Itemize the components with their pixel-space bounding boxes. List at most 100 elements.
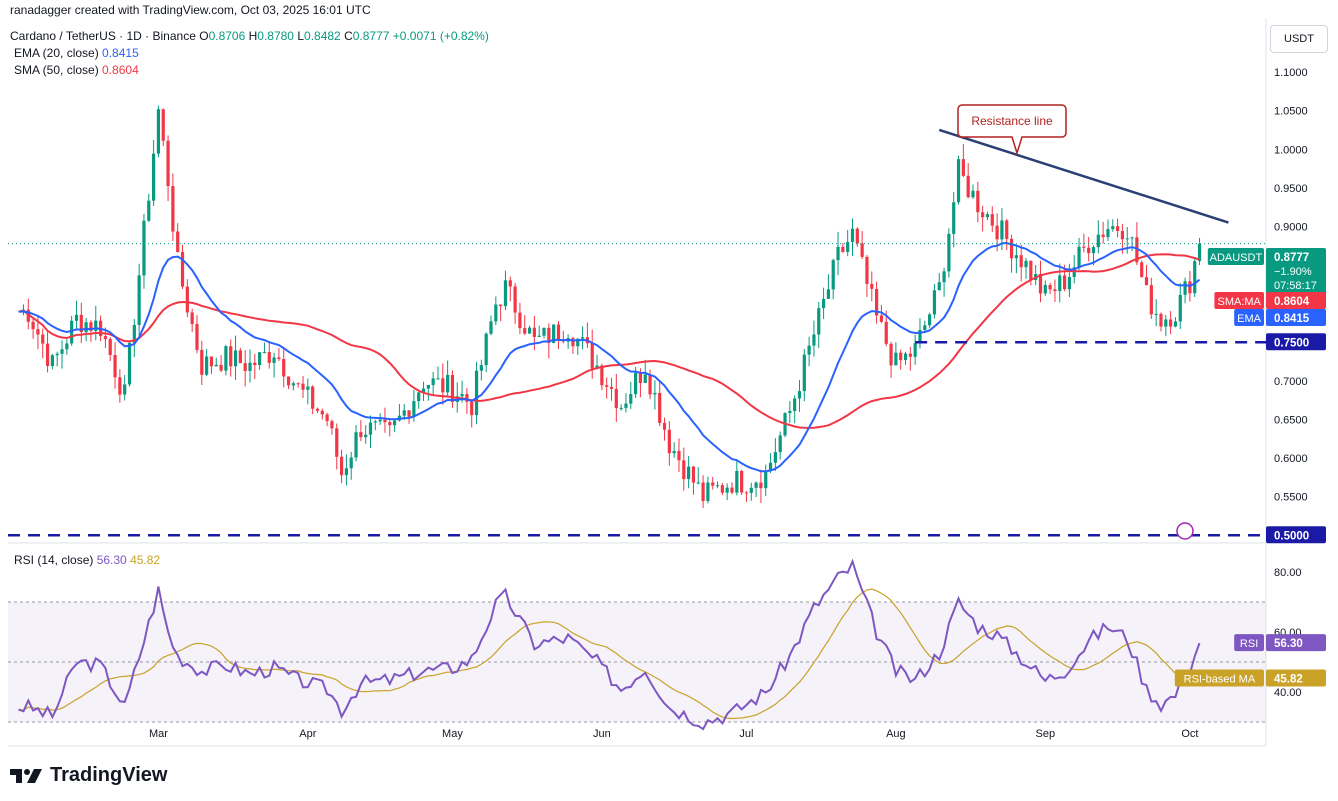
rsi-line (18, 558, 1201, 731)
candle-body (373, 421, 377, 423)
candle-body (31, 321, 35, 330)
candle-body (258, 352, 262, 365)
low-value: 0.8482 (304, 29, 341, 43)
candle-body (875, 288, 879, 316)
candle-body (735, 470, 739, 493)
candle-body (426, 385, 430, 389)
price-tick-label: 1.0500 (1274, 106, 1308, 118)
candle-body (547, 327, 551, 343)
candle-body (180, 251, 185, 287)
price-tick-label: 0.9000 (1274, 221, 1308, 233)
candle-body (542, 327, 546, 336)
candle-body (532, 327, 536, 337)
candle-body (720, 485, 724, 493)
currency-button[interactable]: USDT (1270, 25, 1328, 53)
ema-legend[interactable]: EMA (20, close) 0.8415 (14, 46, 139, 60)
candle-body (446, 374, 450, 393)
adausdt-tag-change: −1.90% (1274, 266, 1312, 278)
ema-legend-value: 0.8415 (102, 46, 139, 60)
candle-body (1183, 281, 1187, 295)
candle-body (826, 289, 830, 299)
candle-body (682, 460, 686, 480)
resistance-callout-label: Resistance line (971, 114, 1053, 128)
candle-body (224, 346, 228, 371)
candle-body (913, 343, 917, 357)
candle-body (161, 109, 165, 141)
candle-body (600, 365, 604, 386)
candle-body (1193, 261, 1197, 294)
low-label: L (297, 29, 305, 43)
candle-body (725, 487, 729, 493)
adausdt-tag-label: ADAUSDT (1210, 252, 1263, 264)
sma-tag-value-bg (1266, 292, 1326, 309)
candle-body (634, 373, 638, 395)
tradingview-logo-text: TradingView (50, 764, 168, 786)
candle-body (36, 329, 40, 335)
candle-body (985, 214, 990, 218)
candle-body (1125, 238, 1129, 240)
time-tick-label: Jun (593, 728, 611, 740)
adausdt-tag-timer: 07:58:17 (1274, 280, 1317, 292)
candle-body (1096, 234, 1100, 248)
candle-body (1169, 319, 1173, 327)
candle-body (65, 343, 69, 350)
rsi-tag-label: RSI (1240, 638, 1258, 650)
support-075-tag-value-bg (1266, 333, 1326, 351)
candle-body (1024, 260, 1028, 268)
candle-body (479, 365, 483, 371)
candle-body (648, 374, 652, 395)
candle-body (364, 434, 368, 438)
candle-body (1082, 246, 1086, 248)
candle-body (1144, 277, 1149, 286)
candle-body (768, 462, 773, 471)
rsi-legend-label: RSI (14, close) (14, 553, 94, 567)
candle-body (990, 214, 994, 226)
close-value: 0.8777 (352, 29, 390, 43)
rsi-ma-tag-value: 45.82 (1274, 674, 1303, 686)
candle-body (850, 228, 855, 242)
candle-body (778, 435, 782, 453)
candle-body (393, 420, 397, 426)
candle-body (523, 328, 527, 334)
candle-body (711, 482, 715, 486)
candle-body (1130, 237, 1134, 239)
candle-body (214, 364, 218, 367)
candle-body (715, 485, 720, 487)
candle-body (744, 492, 749, 494)
candle-body (643, 374, 647, 383)
candle-body (812, 334, 816, 346)
sma-legend[interactable]: SMA (50, close) 0.8604 (14, 63, 139, 77)
candle-body (417, 392, 421, 402)
candle-body (306, 386, 310, 390)
rsi-tag-label-bg (1234, 634, 1264, 652)
candle-body (518, 312, 522, 329)
tradingview-logo[interactable]: TradingView (10, 764, 167, 787)
candle-body (677, 450, 681, 461)
candle-body (171, 186, 175, 232)
candle-body (658, 392, 662, 423)
candle-body (1014, 255, 1018, 259)
candle-body (971, 190, 975, 198)
candle-body (359, 432, 363, 438)
candle-body (556, 324, 561, 341)
rsi-tag-value-bg (1266, 634, 1326, 652)
candle-body (1062, 275, 1067, 290)
change-value: +0.0071 (+0.82%) (392, 29, 489, 43)
time-tick-label: May (442, 728, 463, 740)
candle-body (1154, 313, 1158, 315)
candle-body (571, 338, 575, 347)
candle-body (344, 468, 348, 476)
support-075-tag-value: 0.7500 (1274, 337, 1309, 349)
candle-body (460, 393, 464, 397)
candle-body (923, 325, 927, 331)
rsi-ma-tag-label-bg (1174, 669, 1264, 687)
candle-body (484, 333, 488, 366)
rsi-legend[interactable]: RSI (14, close) 56.30 45.82 (14, 553, 160, 567)
candle-body (1135, 237, 1139, 263)
sma-tag-value: 0.8604 (1274, 296, 1310, 308)
candle-body (884, 321, 888, 344)
candle-body (672, 450, 676, 454)
candle-body (889, 343, 893, 366)
candle-body (123, 384, 127, 395)
